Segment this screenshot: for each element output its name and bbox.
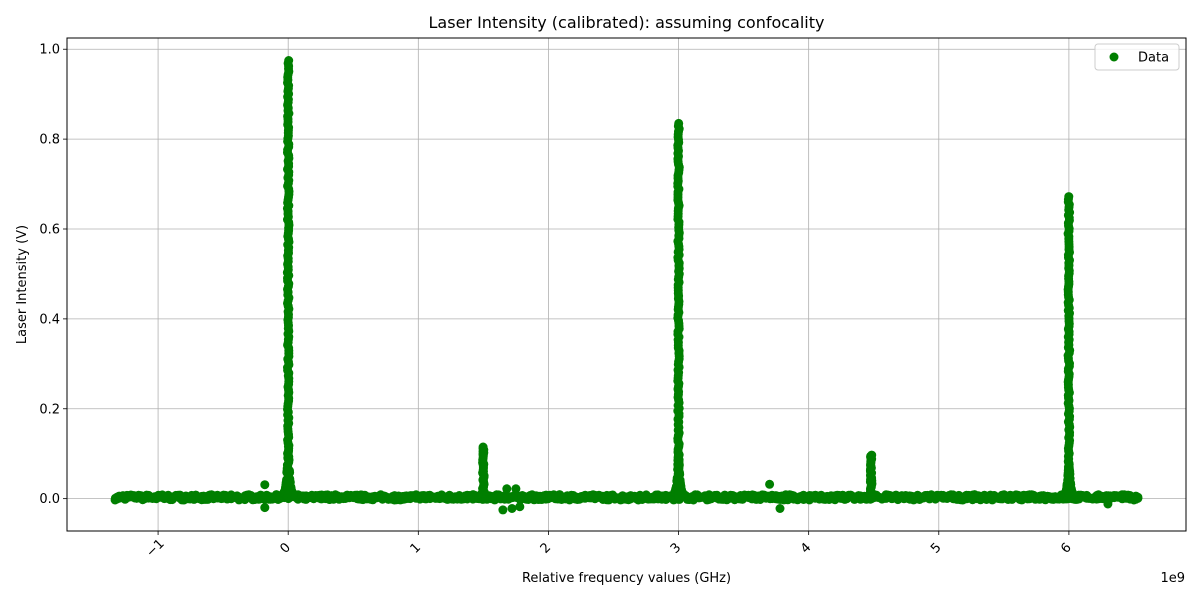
data-point [284,56,294,65]
chart-title: Laser Intensity (calibrated): assuming c… [429,13,825,32]
data-point [511,484,521,494]
data-point [260,480,270,490]
scatter-points [110,56,1143,515]
data-point [765,479,775,489]
y-tick-label: 0.2 [39,402,60,417]
data-point [507,504,517,513]
y-tick-label: 0.8 [39,133,60,148]
data-point [498,505,508,515]
plot-area-frame [66,37,1187,532]
data-point [867,450,877,460]
legend-label-data: Data [1138,51,1169,66]
data-point [1103,499,1113,509]
legend-marker-data [1109,52,1119,62]
data-point [515,502,525,512]
data-point [775,504,785,513]
grid-lines [67,38,1186,531]
y-tick-label: 0.4 [39,312,60,327]
y-tick-label: 0.6 [39,222,60,237]
legend-box [1094,43,1180,71]
y-axis-title: Laser Intensity (V) [15,225,30,344]
data-point [1133,493,1143,503]
data-point [260,503,270,513]
legend: Data [1094,43,1180,71]
data-point [478,442,488,452]
x-axis-title: Relative frequency values (GHz) [522,571,731,586]
x-axis-offset-label: 1e9 [1160,571,1185,586]
data-point [674,118,684,128]
y-tick-label: 1.0 [39,43,60,58]
y-tick-label: 0.0 [39,492,60,507]
data-point [502,484,512,494]
data-point [1064,192,1074,202]
